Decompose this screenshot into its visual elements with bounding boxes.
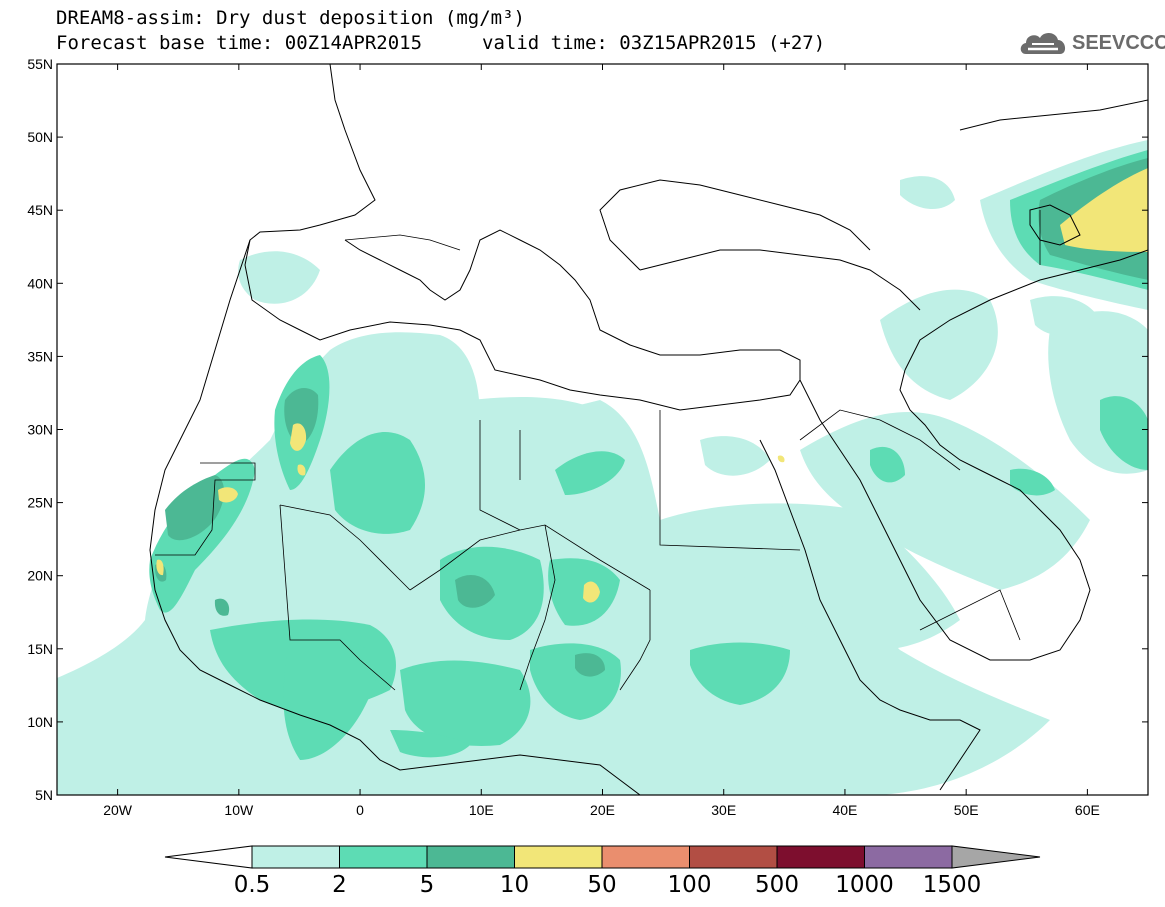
colorbar-under-triangle — [164, 845, 253, 869]
borders — [155, 210, 1041, 691]
lon-label: 30E — [711, 802, 736, 818]
colorbar-level-label: 500 — [755, 872, 799, 898]
latitude-axis: 55N 50N 45N 40N 35N 30N 25N 20N 15N 10N 5N — [27, 56, 1148, 803]
colorbar-over-triangle — [951, 845, 1041, 869]
coastlines — [149, 64, 1148, 795]
lat-label: 30N — [27, 422, 53, 438]
colorbar-swatch — [514, 845, 603, 869]
colorbar-level-label: 50 — [587, 872, 616, 898]
forecast-base-time: Forecast base time: 00Z14APR2015 — [56, 32, 423, 54]
lat-label: 25N — [27, 495, 53, 511]
lat-label: 15N — [27, 641, 53, 657]
lon-label: 20W — [103, 802, 133, 818]
colorbar-level-label: 1500 — [923, 872, 982, 898]
dust-level-10 — [156, 168, 1148, 603]
colorbar-swatch — [339, 845, 428, 869]
colorbar-level-label: 5 — [420, 872, 435, 898]
lon-label: 10E — [469, 802, 494, 818]
lat-label: 35N — [27, 348, 53, 364]
lon-label: 40E — [832, 802, 857, 818]
lat-label: 20N — [27, 568, 53, 584]
dust-field — [57, 140, 1148, 795]
lat-label: 40N — [27, 275, 53, 291]
logo-text: SEEVCCC — [1072, 32, 1165, 54]
cloud-icon — [1020, 32, 1066, 54]
lon-label: 50E — [954, 802, 979, 818]
colorbar-level-label: 2 — [332, 872, 347, 898]
colorbar-level-label: 1000 — [835, 872, 894, 898]
map-title: DREAM8-assim: Dry dust deposition (mg/m³… — [56, 7, 525, 29]
lat-label: 10N — [27, 714, 53, 730]
lat-label: 5N — [35, 787, 53, 803]
valid-time: valid time: 03Z15APR2015 (+27) — [482, 32, 826, 54]
colorbar-swatch — [776, 845, 865, 869]
lat-label: 45N — [27, 202, 53, 218]
colorbar-level-label: 100 — [668, 872, 712, 898]
colorbar-swatch — [601, 845, 690, 869]
colorbar-swatch — [864, 845, 953, 869]
lon-label: 20E — [590, 802, 615, 818]
colorbar-swatch — [426, 845, 515, 869]
lat-label: 50N — [27, 129, 53, 145]
colorbar-level-label: 0.5 — [234, 872, 271, 898]
colorbar-level-label: 10 — [500, 872, 529, 898]
lat-label: 55N — [27, 56, 53, 72]
colorbar-swatch — [689, 845, 778, 869]
seevccc-logo: SEEVCCC — [1018, 26, 1165, 60]
lon-label: 60E — [1075, 802, 1100, 818]
colorbar-swatch — [251, 845, 340, 869]
longitude-axis: 20W 10W 0 10E 20E 30E 40E 50E 60E — [103, 64, 1100, 818]
colorbar: 0.5 2 5 10 50 100 500 1000 1500 — [164, 845, 1041, 898]
lon-label: 0 — [356, 802, 364, 818]
lon-label: 10W — [224, 802, 254, 818]
